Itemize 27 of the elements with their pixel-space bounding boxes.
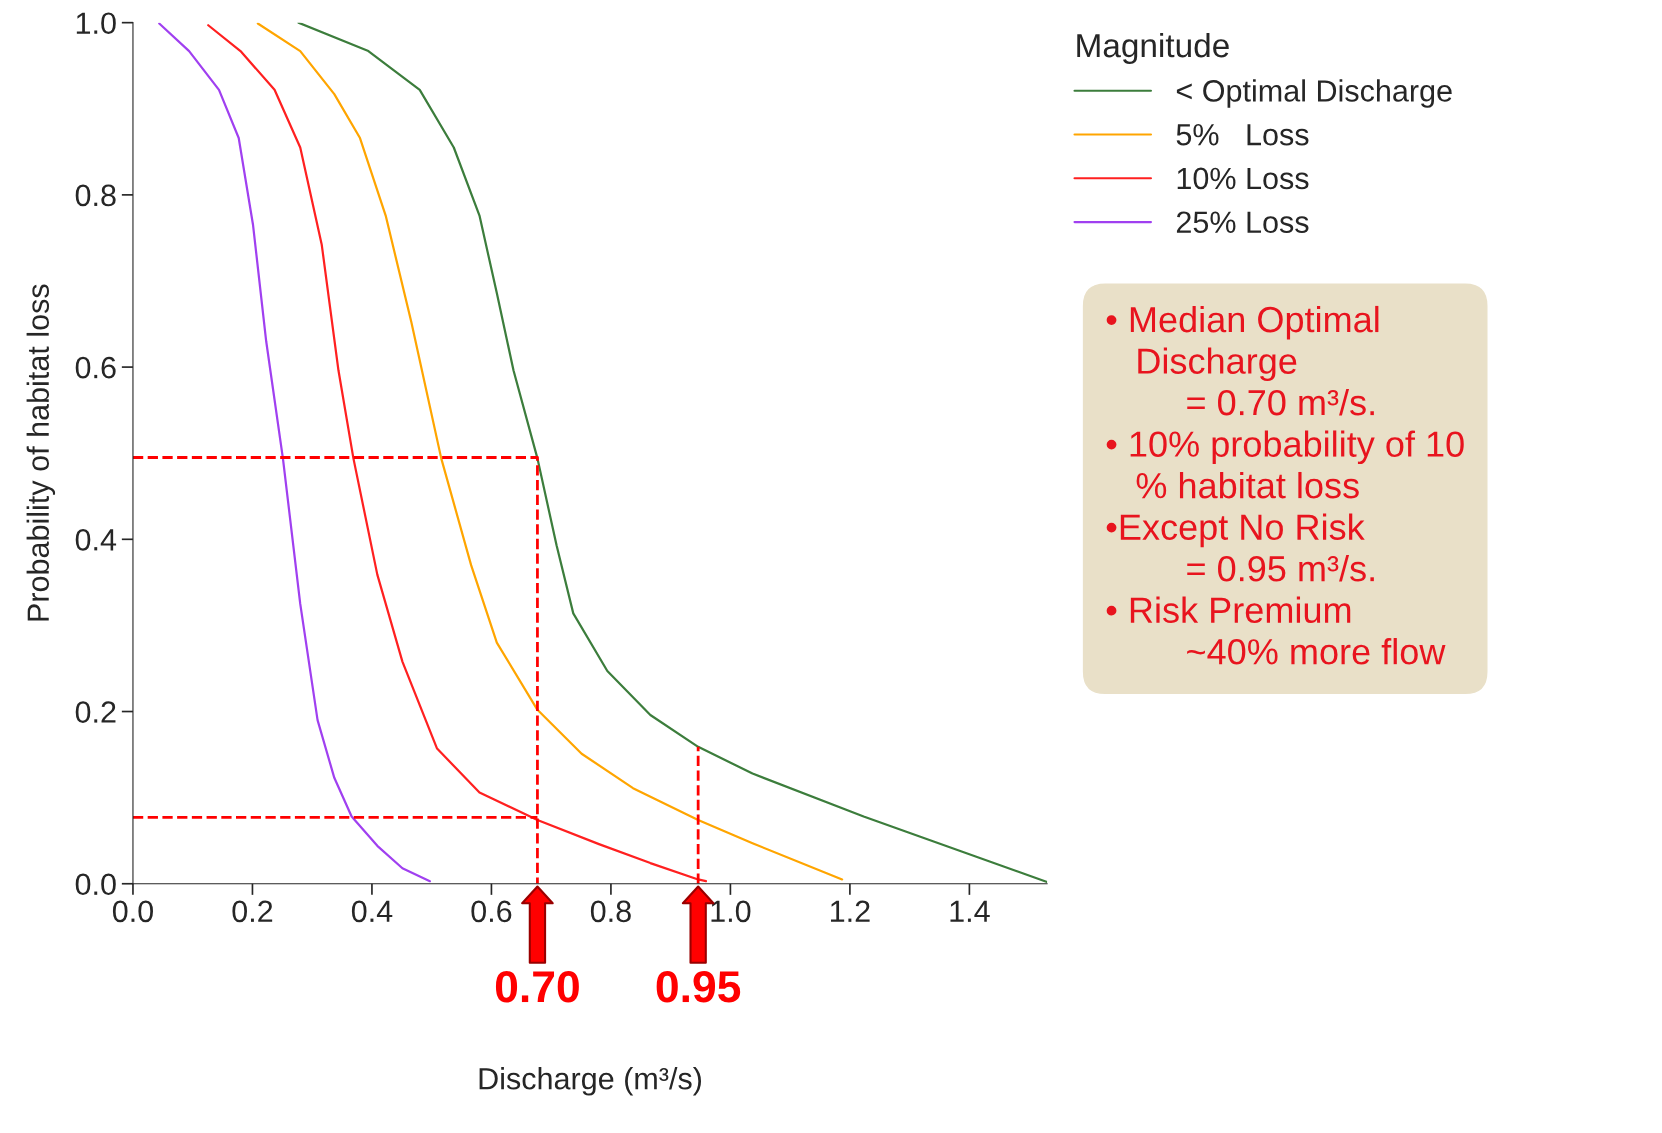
y-axis-title: Probability of habitat loss	[26, 284, 56, 621]
x-tick-label: 0.6	[471, 900, 512, 923]
annotation: 0.70	[495, 971, 579, 1003]
y-tick-label: 0.6	[75, 356, 116, 379]
legend-label: 5% Loss	[1176, 123, 1309, 146]
x-tick-label: 0.0	[112, 900, 153, 923]
x-axis-title: Discharge (m³/s)	[479, 1067, 702, 1096]
text: • 10% probability of 10 % habitat loss	[1106, 430, 1464, 499]
text: • Median Optimal Discharge = 0.70 m³/s.	[1106, 305, 1379, 416]
text: • Risk Premium ~40% more flow	[1106, 596, 1446, 665]
y-tick-label: 0.4	[75, 529, 117, 551]
legend-label: 10% Loss	[1177, 167, 1309, 190]
text: •Except No Risk = 0.95 m³/s.	[1106, 513, 1374, 582]
y-tick-label: 0.8	[75, 184, 116, 207]
legend-title: Magnitude	[1077, 32, 1229, 65]
legend-label: < Optimal Discharge	[1176, 79, 1452, 108]
y-tick-label: 0.2	[75, 701, 116, 723]
x-tick-label: 1.0	[711, 900, 751, 923]
x-tick-label: 0.2	[232, 900, 273, 923]
x-tick-label: 1.2	[830, 900, 870, 922]
annotation: 0.95	[656, 971, 741, 1003]
y-tick-label: 1.0	[76, 12, 116, 35]
y-tick-label: 0.0	[75, 873, 116, 896]
legend-label: 25% Loss	[1176, 211, 1309, 234]
x-tick-label: 1.4	[950, 900, 990, 922]
x-tick-label: 0.4	[351, 900, 393, 923]
x-tick-label: 0.8	[590, 900, 631, 923]
